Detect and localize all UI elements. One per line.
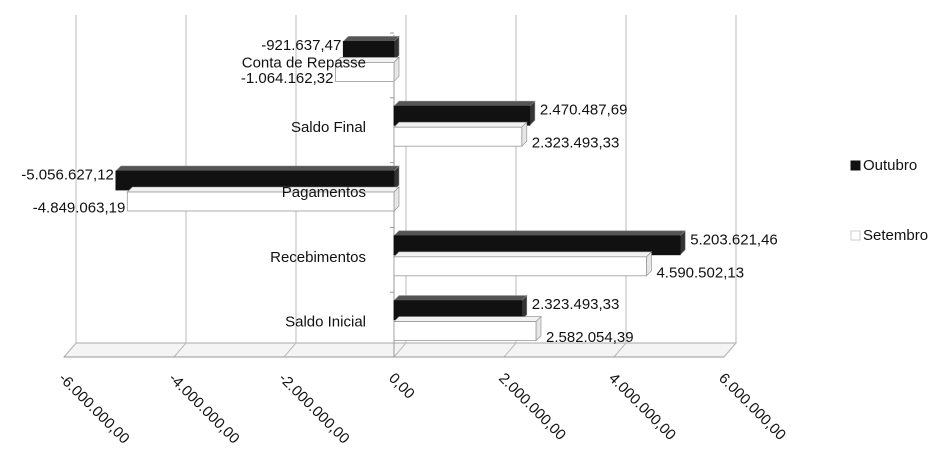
data-label: -4.849.063,19 <box>33 200 126 217</box>
bar-top <box>393 295 528 301</box>
gridline-floor <box>723 342 737 358</box>
legend-swatch-outubro <box>850 160 861 171</box>
bar-setembro <box>393 321 537 342</box>
bar-setembro <box>126 191 395 212</box>
bar-top <box>393 121 528 128</box>
x-tick-label: -4.000.000,00 <box>165 370 242 447</box>
x-tick-label: 4.000.000,00 <box>605 370 679 444</box>
data-label: -1.064.162,32 <box>241 70 334 87</box>
data-label: -921.637,47 <box>261 37 341 54</box>
gridline-floor <box>63 342 77 358</box>
bar-top <box>393 251 653 258</box>
x-tick-label: 2.000.000,00 <box>495 370 569 444</box>
data-label: 2.323.493,33 <box>532 296 620 313</box>
bar-setembro <box>393 126 523 147</box>
data-labels: 2.323.493,33 2.582.054,39 5.203.621,46 4.59… <box>21 37 777 346</box>
bar-top <box>393 230 686 237</box>
x-tick-labels: -6.000.000,00 -4.000.000,00 -2.000.000,00 0… <box>55 370 789 447</box>
data-label: 4.590.502,13 <box>656 264 744 281</box>
category-label: Recebimentos <box>270 249 366 266</box>
x-tick-label: 0,00 <box>385 370 418 403</box>
data-label: 2.470.487,69 <box>540 102 628 119</box>
gridline-floor <box>283 342 297 358</box>
gridline-floor <box>503 342 517 358</box>
data-label: 2.582.054,39 <box>546 329 634 346</box>
bar-top <box>115 165 400 172</box>
bar-setembro <box>393 256 647 277</box>
legend-swatch-setembro <box>850 230 861 241</box>
bar-setembro <box>335 62 395 82</box>
gridline-floor <box>393 342 407 358</box>
gridline-floor <box>613 342 627 358</box>
bar-top <box>342 36 400 42</box>
data-label: 5.203.621,46 <box>690 231 778 248</box>
bars <box>115 35 686 342</box>
gridline-floor <box>173 342 187 358</box>
x-tick-label: -6.000.000,00 <box>55 370 132 447</box>
x-tick-label: 6.000.000,00 <box>715 370 789 444</box>
data-label: 2.323.493,33 <box>532 135 620 152</box>
bar-top <box>393 100 536 107</box>
grid <box>62 15 738 358</box>
legend: Outubro Setembro <box>850 157 928 244</box>
x-tick-label: -2.000.000,00 <box>275 370 352 447</box>
data-label: -5.056.627,12 <box>21 167 114 184</box>
category-label: Conta de Repasse <box>242 54 366 71</box>
category-labels: Saldo Inicial Recebimentos Pagamentos Saldo… <box>242 54 366 330</box>
legend-label-setembro: Setembro <box>863 227 928 244</box>
category-label: Saldo Final <box>291 119 366 136</box>
category-label: Saldo Inicial <box>285 314 366 331</box>
bar-top <box>393 316 542 322</box>
category-label: Pagamentos <box>282 184 366 201</box>
legend-label-outubro: Outubro <box>863 157 917 174</box>
